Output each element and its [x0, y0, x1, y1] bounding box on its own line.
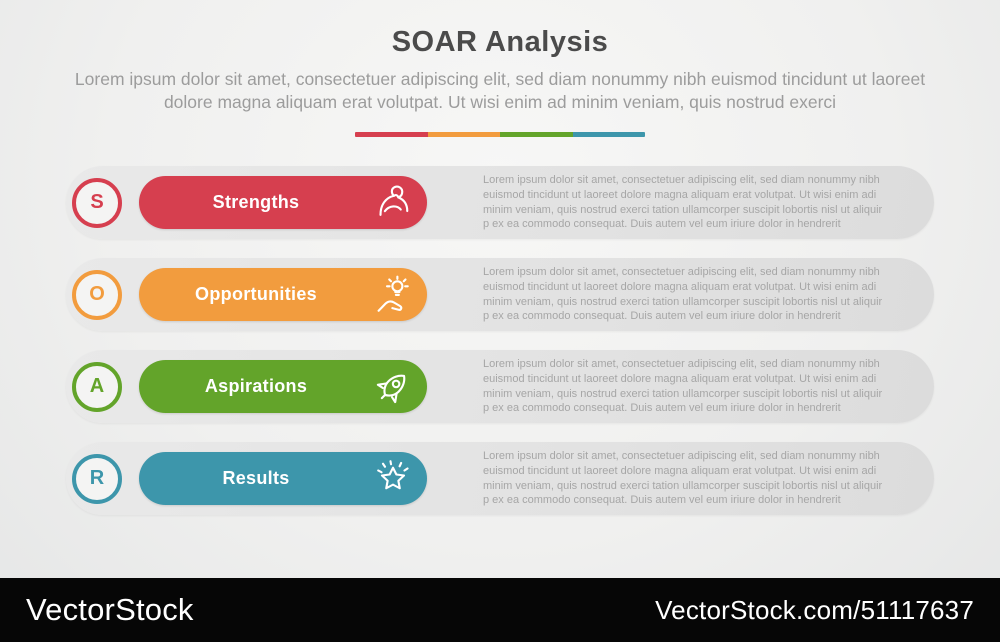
vectorstock-credit: VectorStock.com/51117637	[655, 594, 974, 625]
rocket-icon	[373, 367, 413, 407]
letter-badge-o: O	[72, 269, 122, 320]
vectorstock-logo: VectorStock	[26, 592, 194, 627]
letter-badge-r: R	[72, 453, 122, 504]
row-aspirations: A Aspirations Lorem ipsum dolor	[66, 350, 934, 423]
header: SOAR Analysis Lorem ipsum dolor sit amet…	[0, 0, 1000, 137]
row-description: Lorem ipsum dolor sit amet, consectetuer…	[483, 450, 883, 507]
divider-segment-green	[500, 132, 573, 137]
watermark-bar: VectorStock VectorStock.com/51117637	[0, 578, 1000, 642]
soar-rows: S Strengths Lorem ipsum dolor sit amet, …	[0, 166, 1000, 515]
row-results: R Results Lorem ipsum dolor sit amet, co…	[66, 442, 934, 515]
row-opportunities: O Opportunities Lorem ipsum dolor sit am…	[66, 258, 934, 331]
letter-badge-s: S	[72, 177, 122, 228]
hand-lightbulb-icon	[373, 275, 413, 315]
pill-label: Results	[222, 468, 290, 488]
category-pill-strengths: Strengths	[139, 176, 427, 229]
letter-badge-a: A	[72, 361, 122, 412]
row-description: Lorem ipsum dolor sit amet, consectetuer…	[483, 174, 883, 231]
divider-segment-orange	[427, 132, 500, 137]
row-strengths: S Strengths Lorem ipsum dolor sit amet, …	[66, 166, 934, 239]
row-description: Lorem ipsum dolor sit amet, consectetuer…	[483, 266, 883, 323]
muscle-arm-icon	[373, 183, 413, 223]
category-pill-opportunities: Opportunities	[139, 268, 427, 321]
divider-segment-teal	[572, 132, 645, 137]
pill-label: Strengths	[212, 192, 300, 212]
pill-label: Opportunities	[195, 284, 317, 304]
category-pill-aspirations: Aspirations	[139, 360, 427, 413]
page-subtitle: Lorem ipsum dolor sit amet, consectetuer…	[74, 69, 926, 112]
pill-label: Aspirations	[204, 376, 308, 396]
star-sparkle-icon	[373, 459, 413, 499]
page-title: SOAR Analysis	[391, 26, 609, 58]
divider-segment-red	[355, 132, 428, 137]
color-divider	[355, 132, 645, 137]
row-description: Lorem ipsum dolor sit amet, consectetuer…	[483, 358, 883, 415]
category-pill-results: Results	[139, 452, 427, 505]
